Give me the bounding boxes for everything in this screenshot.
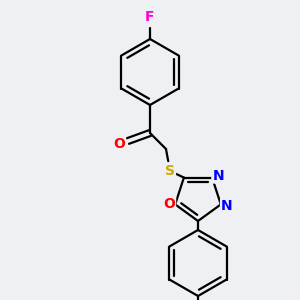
Text: N: N xyxy=(221,200,232,213)
Text: F: F xyxy=(145,10,155,24)
Text: O: O xyxy=(163,197,175,212)
Text: O: O xyxy=(113,137,125,151)
Text: S: S xyxy=(165,164,175,178)
Text: N: N xyxy=(212,169,224,183)
